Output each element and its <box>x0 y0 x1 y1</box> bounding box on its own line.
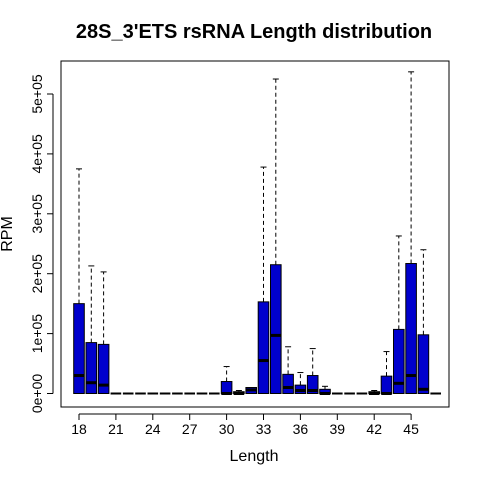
x-axis: 18 21 24 27 30 33 36 39 42 45 <box>71 413 419 437</box>
x-tick-label: 45 <box>403 421 419 437</box>
bar <box>257 301 270 394</box>
bar <box>73 303 85 394</box>
y-tick-label: 5e+05 <box>29 74 45 114</box>
x-tick-label: 33 <box>256 421 272 437</box>
bar-series <box>73 71 441 395</box>
bar <box>85 342 98 394</box>
bar <box>306 375 319 394</box>
x-tick-label: 21 <box>108 421 124 437</box>
x-tick-label: 36 <box>293 421 309 437</box>
y-axis: 0e+00 1e+05 2e+05 3e+05 4e+05 5e+05 <box>29 74 54 414</box>
x-tick-label: 39 <box>330 421 346 437</box>
x-tick-label: 27 <box>182 421 198 437</box>
y-tick-label: 2e+05 <box>29 254 45 294</box>
y-tick-label: 4e+05 <box>29 134 45 174</box>
x-tick-label: 24 <box>145 421 161 437</box>
bar <box>270 264 282 394</box>
x-axis-label: Length <box>230 448 279 465</box>
plot-frame <box>60 60 450 408</box>
bar <box>393 328 405 395</box>
bar <box>220 381 233 394</box>
chart-title: 28S_3'ETS rsRNA Length distribution <box>76 21 432 43</box>
y-tick-label: 1e+05 <box>29 314 45 354</box>
x-tick-label: 42 <box>366 421 382 437</box>
x-tick-label: 18 <box>71 421 87 437</box>
bar <box>97 343 110 394</box>
bar <box>282 373 294 394</box>
bar <box>417 334 430 395</box>
y-axis-label: RPM <box>0 216 16 252</box>
bar <box>405 263 417 394</box>
bar <box>380 375 393 394</box>
y-tick-label: 0e+00 <box>29 374 45 414</box>
x-tick-label: 30 <box>219 421 235 437</box>
y-tick-label: 3e+05 <box>29 194 45 234</box>
